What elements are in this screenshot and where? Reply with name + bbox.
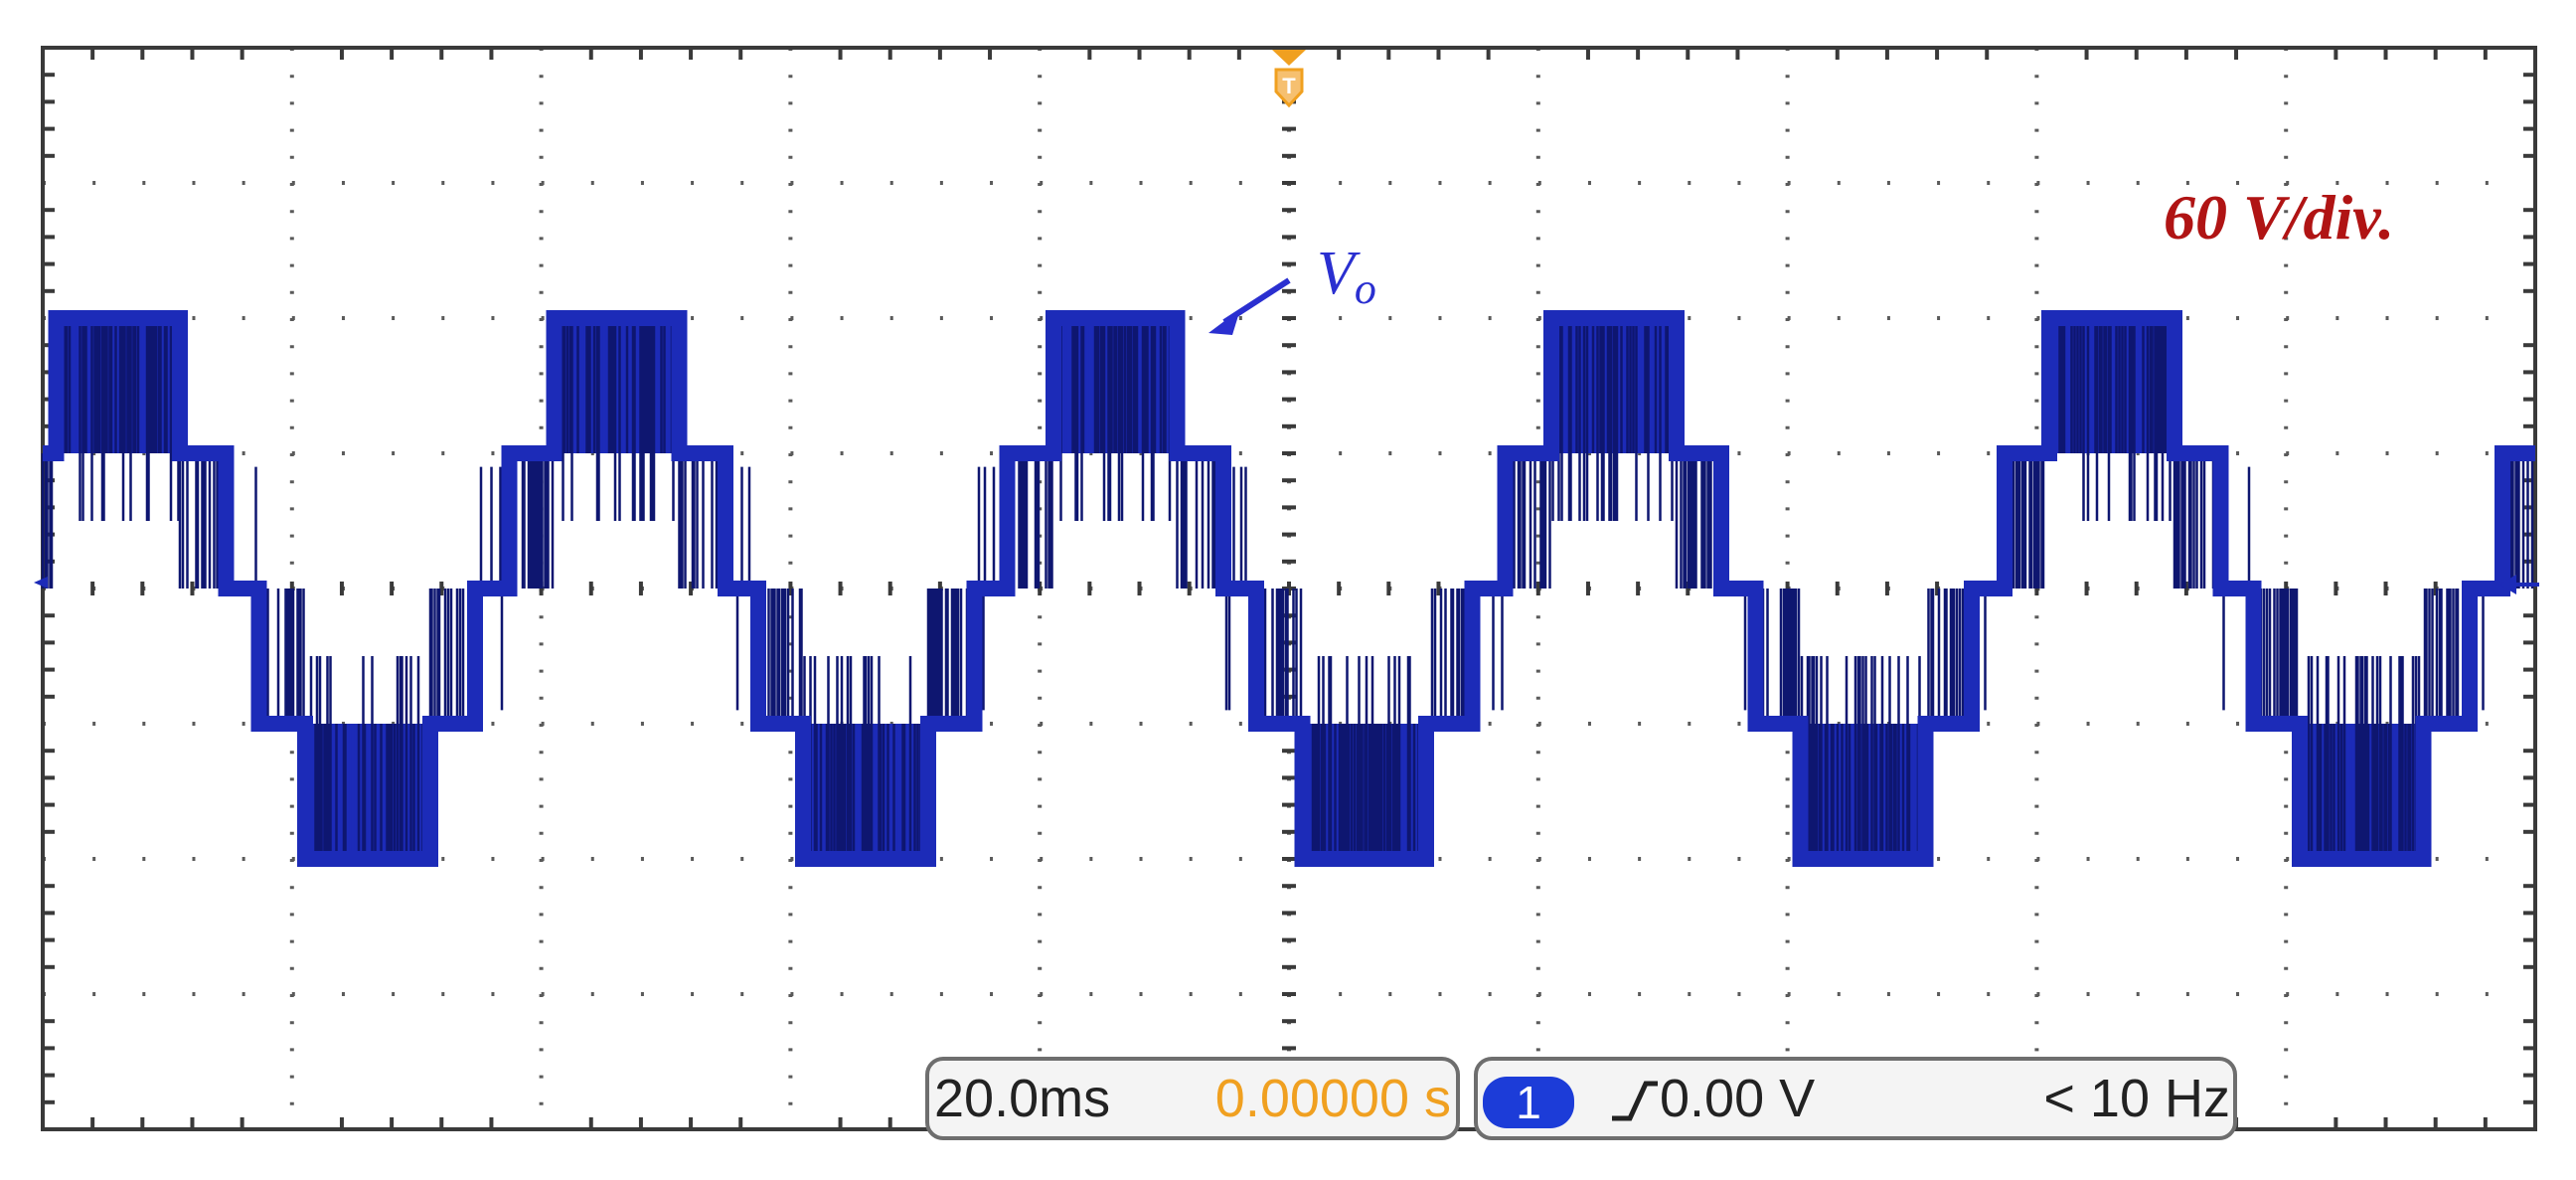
- timebase-value: 20.0ms: [934, 1069, 1110, 1128]
- trigger-position-value: 0.00000 s: [1215, 1069, 1451, 1128]
- trace-label-arrow: [1208, 277, 1291, 335]
- trigger-readout[interactable]: 1 0.00 V < 10 Hz: [1474, 1057, 2237, 1140]
- ground-marker-right: [2499, 575, 2539, 594]
- channel-badge[interactable]: [1483, 1077, 1574, 1128]
- trigger-position-marker[interactable]: T: [1272, 50, 1306, 108]
- channel-number: 1: [1516, 1077, 1541, 1128]
- rising-edge-icon: [1612, 1081, 1658, 1121]
- trace-vo: [41, 310, 2535, 867]
- staircase-waveform: [43, 310, 2535, 867]
- ground-marker-left: [34, 577, 48, 589]
- trigger-level-value: 0.00 V: [1660, 1069, 1815, 1128]
- timebase-readout[interactable]: 20.0ms 0.00000 s: [925, 1057, 1460, 1140]
- frequency-value: < 10 Hz: [2043, 1069, 2230, 1128]
- graticule-grid: [41, 46, 2537, 1131]
- trace-label-vo: Vo: [1317, 240, 1376, 313]
- scale-annotation: 60 V/div.: [2164, 182, 2394, 253]
- svg-text:Vo: Vo: [1317, 240, 1376, 313]
- svg-text:T: T: [1282, 74, 1296, 98]
